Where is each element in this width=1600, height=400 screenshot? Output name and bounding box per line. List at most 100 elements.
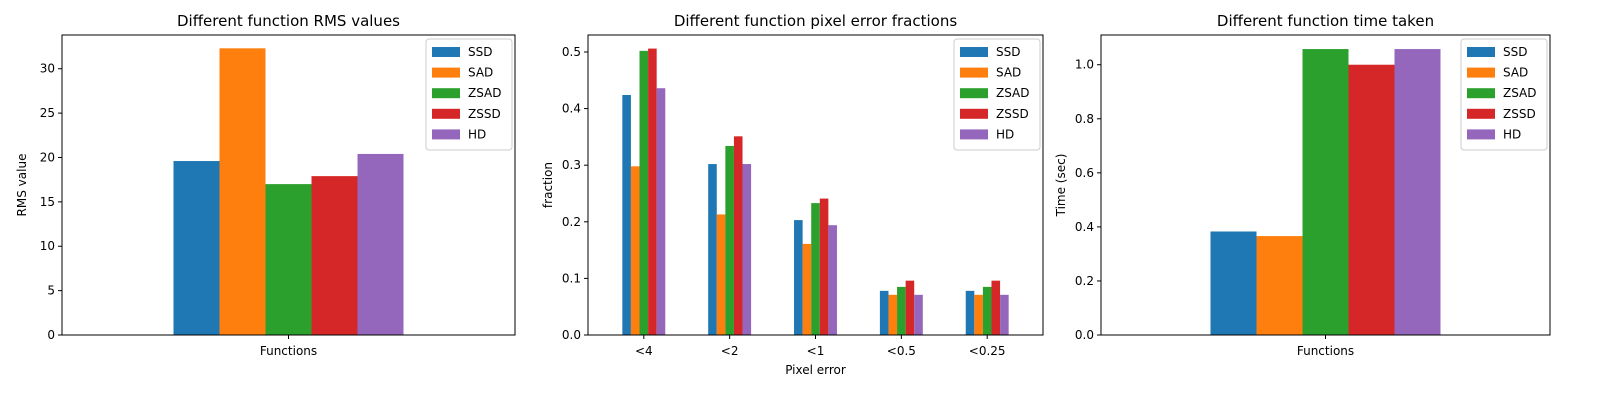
bar-sad [1256, 236, 1303, 335]
legend-swatch-sad [1467, 67, 1495, 78]
y-axis-label: fraction [541, 162, 555, 208]
bar-zsad-1 [639, 50, 649, 335]
legend-label-hd: HD [996, 127, 1014, 141]
legend-label-zsad: ZSAD [468, 86, 502, 100]
x-tick-label: <0.5 [887, 344, 916, 358]
legend-swatch-zsad [960, 88, 988, 99]
legend-box [1460, 38, 1548, 151]
legend-label-zssd: ZSSD [468, 107, 501, 121]
bar-zsad-5 [982, 286, 992, 335]
legend-swatch-zssd [960, 108, 988, 119]
bar-zssd [311, 176, 358, 335]
bar-ssd [1210, 231, 1257, 335]
bar-hd-4 [914, 294, 923, 335]
x-axis-label: Pixel error [785, 363, 846, 377]
legend-label-sad: SAD [996, 66, 1021, 80]
bar-hd [1394, 49, 1441, 336]
legend-label-hd: HD [468, 127, 486, 141]
bar-zssd [1348, 64, 1395, 335]
y-tick-label: 0.5 [562, 45, 581, 59]
x-tick-label: Functions [260, 344, 317, 358]
y-tick-label: 5 [47, 284, 55, 298]
legend-label-ssd: SSD [468, 45, 492, 59]
y-tick-label: 30 [40, 62, 55, 76]
legend-label-zssd: ZSSD [996, 107, 1029, 121]
bar-hd-5 [1000, 294, 1009, 335]
legend-swatch-sad [432, 67, 460, 78]
bar-hd-2 [742, 164, 752, 335]
y-tick-label: 25 [40, 106, 55, 120]
bar-zssd-1 [648, 48, 657, 336]
legend-label-zsad: ZSAD [1503, 86, 1537, 100]
legend-swatch-sad [960, 67, 988, 78]
legend: SSD SAD ZSAD ZSSD HD [953, 38, 1041, 151]
legend-swatch-hd [432, 129, 460, 140]
bar-zsad [265, 184, 312, 335]
bar-zsad-2 [725, 145, 734, 335]
bar-zssd-2 [733, 136, 743, 335]
legend-box [425, 38, 513, 151]
chart-panel-3: 0.0 0.2 0.4 0.6 0.8 1.0 Functions Different fun… [1054, 12, 1551, 358]
y-tick-label: 0.4 [562, 102, 581, 116]
legend-swatch-hd [1467, 129, 1495, 140]
bar-zsad [1302, 49, 1349, 336]
bar-hd-3 [828, 225, 837, 335]
legend-label-hd: HD [1503, 127, 1521, 141]
bar-sad-3 [802, 243, 812, 335]
chart-panel-2: 0.0 0.1 0.2 0.3 0.4 0.5 <4 <2 <1 <0.5 <0.25 Differe… [541, 12, 1044, 377]
bars [173, 48, 404, 336]
bars [622, 48, 1009, 336]
bar-ssd-3 [794, 220, 803, 335]
x-tick-label: <0.25 [969, 344, 1006, 358]
bar-hd [357, 153, 404, 335]
bar-zssd-4 [905, 280, 915, 335]
legend-label-ssd: SSD [1503, 45, 1527, 59]
bar-ssd-1 [622, 95, 631, 335]
y-tick-label: 0.0 [1075, 328, 1094, 342]
bar-sad-4 [888, 294, 898, 335]
bar-zssd-3 [819, 198, 829, 335]
y-tick-label: 0 [47, 328, 55, 342]
legend-label-sad: SAD [468, 66, 493, 80]
y-axis-label: Time (sec) [1054, 154, 1068, 218]
x-tick-label: Functions [1297, 344, 1354, 358]
y-tick-label: 0.0 [562, 328, 581, 342]
legend: SSD SAD ZSAD ZSSD HD [425, 38, 513, 151]
y-tick-label: 20 [40, 150, 55, 164]
bar-ssd-2 [708, 164, 717, 335]
legend-swatch-ssd [960, 47, 988, 57]
bar-sad-5 [974, 294, 983, 335]
bars [1210, 49, 1441, 336]
bar-sad-2 [716, 214, 726, 335]
y-tick-label: 0.3 [562, 158, 581, 172]
chart-title: Different function RMS values [177, 12, 400, 30]
y-axis-label: RMS value [15, 154, 29, 217]
x-tick-label: <2 [721, 344, 739, 358]
y-tick-label: 0.2 [562, 215, 581, 229]
legend-swatch-ssd [1467, 47, 1495, 57]
legend-box [953, 38, 1041, 151]
y-tick-label: 15 [40, 195, 55, 209]
y-tick-label: 0.2 [1075, 274, 1094, 288]
legend-swatch-zsad [1467, 88, 1495, 99]
legend-label-zssd: ZSSD [1503, 107, 1536, 121]
legend-swatch-hd [960, 129, 988, 140]
legend-swatch-zssd [1467, 108, 1495, 119]
bar-zssd-5 [991, 280, 1001, 335]
x-tick-label: <4 [635, 344, 653, 358]
y-tick-label: 1.0 [1075, 58, 1094, 72]
legend: SSD SAD ZSAD ZSSD HD [1460, 38, 1548, 151]
bar-ssd [173, 161, 220, 335]
bar-hd-1 [656, 88, 666, 335]
y-tick-label: 0.1 [562, 271, 581, 285]
bar-ssd-5 [965, 290, 975, 335]
bar-sad [219, 48, 266, 336]
bar-zsad-4 [897, 286, 906, 335]
legend-label-ssd: SSD [996, 45, 1020, 59]
chart-title: Different function pixel error fractions [674, 12, 958, 30]
legend-swatch-ssd [432, 47, 460, 57]
bar-sad-1 [630, 166, 640, 335]
y-tick-label: 10 [40, 239, 55, 253]
bar-ssd-4 [879, 290, 889, 335]
